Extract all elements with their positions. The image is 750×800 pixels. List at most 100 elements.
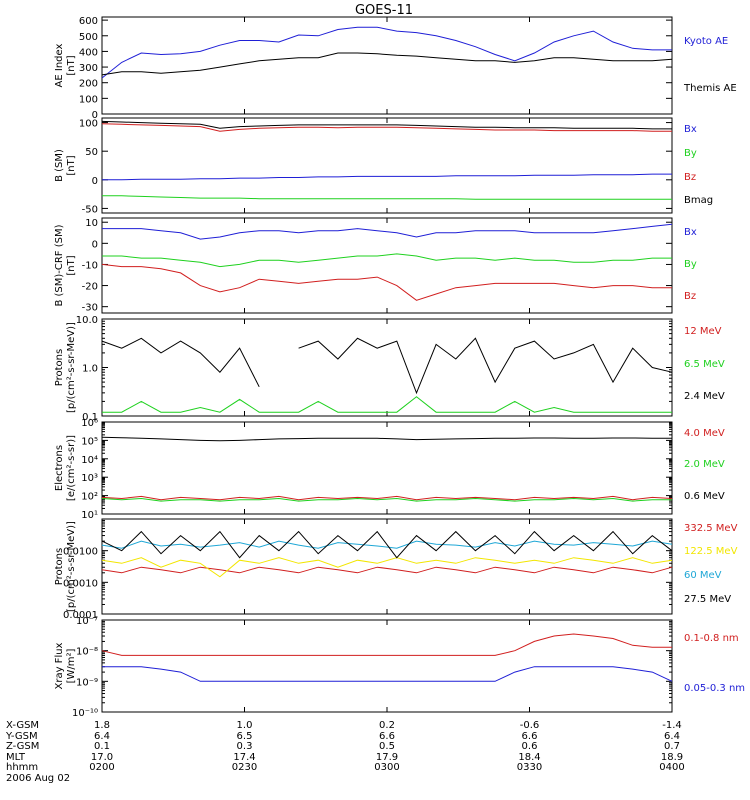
x-axis-value: 0230	[232, 762, 257, 773]
y-tick-label: 10⁻⁸	[76, 647, 98, 658]
x-axis-row-label: Y-GSM	[5, 731, 38, 742]
x-axis-value: 1.8	[94, 720, 110, 731]
legend-label: 2.0 MeV	[684, 459, 725, 470]
y-axis-label: [W/m²]	[66, 648, 77, 683]
x-axis-row-label: 2006 Aug 02	[6, 773, 70, 784]
y-tick-label: 1.0	[82, 364, 98, 375]
y-tick-label: -20	[82, 282, 98, 293]
y-tick-label: 10⁻⁹	[76, 677, 98, 688]
y-tick-label: 100	[79, 119, 98, 130]
panel-bcrf: -30 -20 -10 0 10 B (SM)-CRF (SM) [nT] Bx By Bz	[54, 217, 697, 314]
y-tick-label: 500	[79, 32, 98, 43]
series-line-bcrf-1	[102, 253, 672, 268]
panel-frame	[101, 619, 673, 713]
legend-label: 0.6 MeV	[684, 491, 725, 502]
legend-label: By	[684, 148, 697, 159]
x-axis-value: 0.6	[522, 741, 538, 752]
legend-label: Bx	[684, 124, 697, 135]
x-axis-value: 6.6	[379, 731, 395, 742]
y-tick-label: 10	[85, 218, 98, 229]
x-axis-value: 0.1	[94, 741, 110, 752]
series-line-xray-0	[101, 633, 672, 656]
y-tick-label: 10²	[81, 492, 98, 503]
x-axis-value: 17.4	[233, 752, 255, 763]
legend-label: 332.5 MeV	[684, 523, 738, 534]
x-axis-row-label: Z-GSM	[6, 741, 39, 752]
series-line-bcrf-0	[102, 223, 673, 240]
series-line-bsm-2	[101, 123, 672, 132]
legend-label: 12 MeV	[684, 326, 722, 337]
x-axis-row-label: hhmm	[6, 762, 38, 773]
legend-label: Bz	[684, 291, 696, 302]
y-tick-label: 100	[79, 94, 98, 105]
x-axis-value: 18.9	[661, 752, 683, 763]
y-tick-label: 300	[79, 63, 98, 74]
y-tick-label: 10⁻¹⁰	[72, 708, 98, 719]
x-axis-value: 6.4	[94, 731, 110, 742]
y-axis-label: [nT]	[66, 255, 77, 275]
y-tick-label: 10⁻⁷	[76, 616, 98, 627]
series-line-xray-1	[102, 666, 673, 682]
series-line-protons2-0	[101, 566, 673, 574]
y-axis-label: B (SM)-CRF (SM)	[54, 224, 65, 306]
legend-label: 6.5 MeV	[684, 359, 725, 370]
panel-frame	[101, 16, 673, 115]
panel-protons1: 0.1 1.0 10.0 Protons [p/(cm²-s-sr-MeV)] 12 Me…	[54, 315, 725, 423]
y-axis-label: [p/(cm²-s-sr-MeV)]	[66, 521, 77, 612]
legend-label: 122.5 MeV	[684, 546, 738, 557]
legend-label: Bmag	[684, 195, 713, 206]
y-tick-label: -50	[82, 204, 98, 215]
series-line-ae-0	[101, 26, 672, 79]
series-line-protons2-3	[101, 530, 673, 559]
x-axis-value: 6.5	[237, 731, 253, 742]
y-tick-label: 0.1	[82, 412, 98, 423]
x-axis-value: -0.6	[520, 720, 540, 731]
panel-frame	[101, 318, 673, 417]
series-line-protons1-2	[101, 337, 673, 395]
series-line-protons2-2	[101, 540, 673, 549]
x-axis-value: 17.9	[376, 752, 398, 763]
series-line-electrons-2	[101, 436, 672, 442]
series-line-bsm-1	[102, 195, 672, 200]
legend-label: 0.05-0.3 nm	[684, 683, 745, 694]
y-axis-label: Electrons	[54, 445, 65, 491]
x-axis-value: 0.2	[379, 720, 395, 731]
x-axis-value: 1.0	[237, 720, 253, 731]
series-line-bsm-0	[102, 173, 672, 181]
y-axis-label: Protons	[54, 349, 65, 386]
y-tick-label: 400	[79, 47, 98, 58]
y-axis-label: Protons	[54, 548, 65, 585]
legend-label: By	[684, 259, 697, 270]
series-line-bsm-3	[101, 120, 672, 130]
series-line-bcrf-2	[101, 263, 672, 301]
legend-label: 4.0 MeV	[684, 428, 725, 439]
panel-electrons: 10¹ 10² 10³ 10⁴ 10⁵ 10⁶ Electrons [e/(cm²-s-sr)…	[54, 418, 725, 521]
legend-label: 27.5 MeV	[684, 594, 731, 605]
y-tick-label: 0.0100	[63, 547, 98, 558]
x-axis-value: -1.4	[662, 720, 682, 731]
y-axis-label: AE Index	[54, 43, 65, 87]
y-tick-label: 10¹	[81, 510, 98, 521]
y-tick-label: 0	[92, 239, 98, 250]
x-axis-value: 6.6	[522, 731, 538, 742]
series-line-ae-1	[101, 52, 673, 76]
y-axis-label: [p/(cm²-s-sr-MeV)]	[66, 322, 77, 413]
panel-xray: 10⁻¹⁰ 10⁻⁹ 10⁻⁸ 10⁻⁷ Xray Flux [W/m²] 0.1-0.8 …	[54, 616, 745, 719]
x-axis-value: 17.0	[91, 752, 113, 763]
panel-frame	[101, 518, 673, 615]
y-tick-label: 10⁴	[81, 455, 98, 466]
panel-bsm: -50 0 50 100 B (SM) [nT] Bx By Bz Bmag	[54, 117, 713, 215]
legend-label: Bz	[684, 172, 696, 183]
x-axis-row-label: MLT	[6, 752, 26, 763]
y-tick-label: 10.0	[76, 315, 98, 326]
y-axis-label: [e/(cm²-s-sr)]	[66, 435, 77, 501]
y-tick-label: 0	[92, 176, 98, 187]
y-axis-label: [nT]	[66, 55, 77, 75]
y-tick-label: 0	[92, 110, 98, 121]
x-axis-value: 0.5	[379, 741, 395, 752]
x-axis-value: 0.7	[664, 741, 680, 752]
x-axis-row-label: X-GSM	[6, 720, 39, 731]
